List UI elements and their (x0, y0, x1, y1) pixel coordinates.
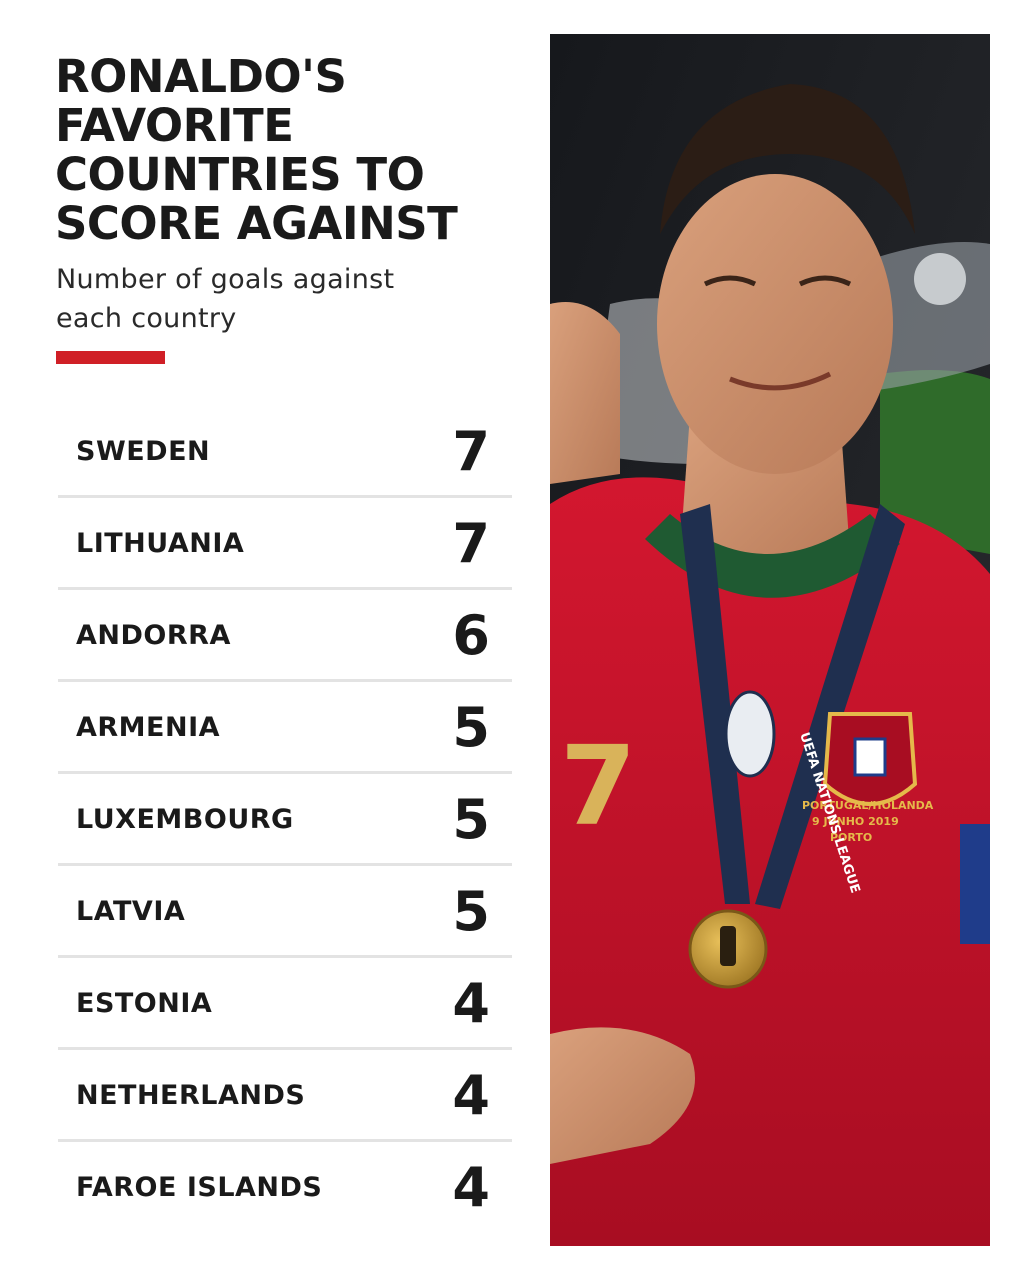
country-name: LATVIA (76, 896, 186, 927)
goal-count: 5 (452, 880, 490, 943)
table-row: LITHUANIA 7 (58, 498, 512, 590)
goal-count: 6 (452, 604, 490, 667)
table-row: ESTONIA 4 (58, 958, 512, 1050)
table-row: ANDORRA 6 (58, 590, 512, 682)
country-name: FAROE ISLANDS (76, 1172, 323, 1203)
face (657, 174, 893, 474)
mouth (729, 371, 832, 391)
jersey-number: 7 (560, 722, 637, 850)
medal-ribbon-right (755, 504, 905, 909)
goal-count: 4 (452, 972, 490, 1035)
subtitle-line: Number of goals against (56, 264, 395, 295)
title-line: SCORE AGAINST (55, 197, 458, 250)
captain-armband (960, 824, 990, 944)
raised-arm (550, 302, 620, 484)
medal-emblem (720, 926, 736, 966)
goal-count: 5 (452, 696, 490, 759)
goals-table: SWEDEN 7 LITHUANIA 7 ANDORRA 6 ARMENIA 5 LUXEMBO… (58, 406, 512, 1234)
subtitle-line: each country (56, 303, 237, 334)
hair (660, 84, 915, 234)
table-row: NETHERLANDS 4 (58, 1050, 512, 1142)
country-name: ESTONIA (76, 988, 213, 1019)
table-row: SWEDEN 7 (58, 406, 512, 498)
accent-bar (56, 351, 165, 364)
pitch-glimpse (880, 370, 990, 554)
country-name: NETHERLANDS (76, 1080, 306, 1111)
player-photo-illustration: 7 PORTUGAL/HOLANDA 9 JUNHO 2019 PORTO UE… (550, 34, 990, 1246)
page-title: RONALDO'S FAVORITE COUNTRIES TO SCORE AG… (55, 52, 535, 248)
table-row: LATVIA 5 (58, 866, 512, 958)
country-name: ARMENIA (76, 712, 221, 743)
eye-right (798, 275, 852, 287)
player-photo: 7 PORTUGAL/HOLANDA 9 JUNHO 2019 PORTO UE… (550, 34, 990, 1246)
title-line: COUNTRIES TO (55, 148, 425, 201)
portugal-crest-icon (822, 712, 918, 806)
table-row: FAROE ISLANDS 4 (58, 1142, 512, 1234)
goal-count: 4 (452, 1064, 490, 1127)
goal-count: 5 (452, 788, 490, 851)
country-name: SWEDEN (76, 436, 211, 467)
goal-count: 7 (452, 420, 490, 483)
shirt-print-line: PORTO (830, 831, 872, 844)
table-row: ARMENIA 5 (58, 682, 512, 774)
country-name: ANDORRA (76, 620, 231, 651)
title-line: RONALDO'S (55, 50, 347, 103)
table-row: LUXEMBOURG 5 (58, 774, 512, 866)
country-name: LITHUANIA (76, 528, 245, 559)
hand (550, 1027, 695, 1164)
eye-left (703, 275, 757, 287)
goal-count: 7 (452, 512, 490, 575)
shirt-print-line: PORTUGAL/HOLANDA (802, 799, 934, 812)
country-name: LUXEMBOURG (76, 804, 294, 835)
shirt-print-line: 9 JUNHO 2019 (812, 815, 899, 828)
title-line: FAVORITE (55, 99, 294, 152)
subtitle: Number of goals against each country (56, 260, 476, 338)
champions-badge-icon (724, 690, 776, 778)
medal-ribbon-left (680, 504, 750, 904)
goal-count: 4 (452, 1156, 490, 1219)
